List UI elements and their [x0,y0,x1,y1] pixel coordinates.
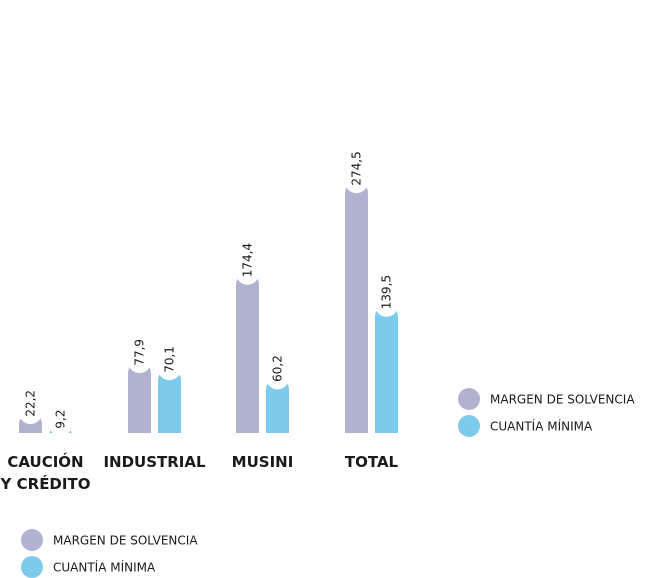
bar-label-cap [19,401,42,425]
bar-value-label: 70,1 [163,346,177,373]
legend-bottom-left: MARGEN DE SOLVENCIA CUANTÍA MÍNIMA [21,529,198,578]
category-label: MUSINI [232,453,294,471]
legend-swatch [21,556,43,578]
bar [158,368,181,433]
legend-swatch [458,415,480,437]
bar-group: 22,2 9,2 CAUCIÓN Y CRÉDITO [0,390,90,493]
bar [345,181,368,433]
bar-value-label: 77,9 [133,339,147,366]
category-label: CAUCIÓN Y CRÉDITO [0,452,90,493]
bar [266,377,289,433]
bar-label-cap [375,293,398,317]
legend-label: CUANTÍA MÍNIMA [53,560,156,575]
legend-swatch [458,388,480,410]
bar-group: 174,4 60,2 MUSINI [232,243,294,471]
bar-label-cap [345,170,368,194]
bar [236,273,259,433]
bar-value-label: 60,2 [271,355,285,382]
bar [375,305,398,433]
bar-label-cap [49,413,72,437]
bar-label-cap [128,350,151,374]
bar-group: 274,5 139,5 TOTAL [345,151,399,471]
bar-group: 77,9 70,1 INDUSTRIAL [103,339,206,471]
legend-label: MARGEN DE SOLVENCIA [53,534,198,548]
bar-value-label: 274,5 [350,151,364,185]
legend-swatch [21,529,43,551]
legend-label: CUANTÍA MÍNIMA [490,419,593,434]
legend-label: MARGEN DE SOLVENCIA [490,393,635,407]
bar-value-label: 22,2 [24,390,38,417]
category-label: TOTAL [345,453,399,471]
bar-value-label: 9,2 [54,409,68,428]
bar-label-cap [266,366,289,390]
bar-label-cap [158,357,181,381]
bar-value-label: 139,5 [380,275,394,309]
legend-right: MARGEN DE SOLVENCIA CUANTÍA MÍNIMA [458,388,635,437]
category-label: INDUSTRIAL [103,453,206,471]
bar-label-cap [236,261,259,285]
bar-value-label: 174,4 [241,243,255,277]
bar [128,361,151,433]
